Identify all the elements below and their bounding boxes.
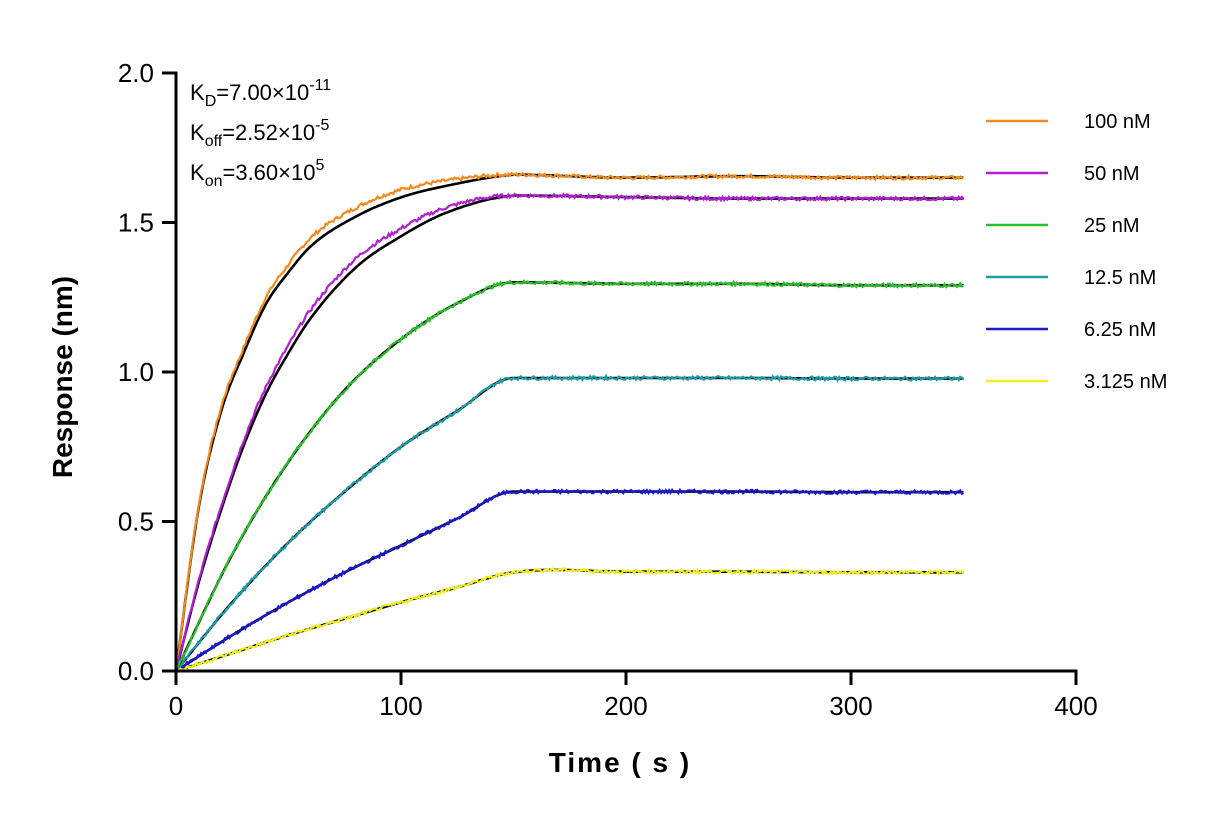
- data-series: [174, 171, 965, 674]
- fit-curve-3125nM: [175, 568, 964, 673]
- x-tick-label: 0: [169, 691, 183, 721]
- legend-label: 50 nM: [1084, 163, 1140, 185]
- x-tick-label: 100: [379, 691, 422, 721]
- fit-curve-25nM: [174, 281, 964, 672]
- kinetic-constant-on: Kon=3.60×105: [190, 157, 324, 190]
- x-tick-label: 400: [1054, 691, 1097, 721]
- x-tick-label: 200: [604, 691, 647, 721]
- kinetic-constants: KD=7.00×10-11 Koff=2.52×10-5 Kon=3.60×105: [190, 77, 331, 190]
- y-tick-label: 0.0: [118, 656, 154, 686]
- series-line-3125nM: [175, 566, 965, 674]
- fit-curve-100nM: [174, 173, 964, 672]
- y-tick-label: 1.0: [118, 357, 154, 387]
- series-line-25nM: [174, 279, 964, 672]
- x-axis-title: Time ( s ): [549, 747, 691, 778]
- legend-label: 3.125 nM: [1084, 371, 1167, 393]
- x-tick-label: 300: [829, 691, 872, 721]
- legend: 100 nM 50 nM 25 nM 12.5 nM 6.25 nM 3.125 nM: [986, 111, 1167, 393]
- kinetic-constant-D: KD=7.00×10-11: [190, 77, 331, 110]
- series-line-125nM: [175, 373, 965, 672]
- series-line-100nM: [174, 171, 964, 672]
- fit-curve-125nM: [174, 376, 964, 672]
- y-tick-label: 0.5: [118, 507, 154, 537]
- series-line-625nM: [175, 487, 964, 672]
- y-axis-title: Response (nm): [47, 276, 78, 478]
- y-tick-label: 2.0: [118, 58, 154, 88]
- legend-label: 100 nM: [1084, 111, 1151, 133]
- legend-label: 25 nM: [1084, 215, 1140, 237]
- series-line-50nM: [174, 192, 965, 672]
- fit-curve-625nM: [175, 490, 964, 673]
- kinetic-constant-off: Koff=2.52×10-5: [190, 117, 330, 150]
- legend-label: 6.25 nM: [1084, 319, 1156, 341]
- fit-curves: [174, 173, 964, 673]
- axes: 0 100 200 300 400 0.0 0.5 1.0 1.5 2.0: [118, 58, 1098, 721]
- y-tick-label: 1.5: [118, 208, 154, 238]
- legend-label: 12.5 nM: [1084, 267, 1156, 289]
